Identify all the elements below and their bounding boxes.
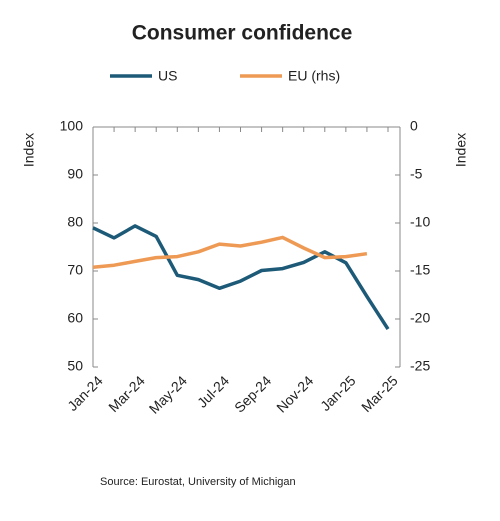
y2-tick-label: -10	[410, 214, 430, 230]
y2-tick-label: -5	[410, 166, 423, 182]
series-line	[92, 235, 368, 269]
y2-tick-label: -15	[410, 262, 430, 278]
series-line	[92, 224, 390, 331]
source-note: Source: Eurostat, University of Michigan	[100, 476, 296, 488]
x-tick-label: Jan-24	[64, 372, 106, 414]
x-tick-label: Jul-24	[194, 372, 232, 410]
y-tick-label: 60	[67, 310, 83, 326]
x-tick-label: May-24	[146, 372, 190, 416]
y-tick-label: 70	[67, 262, 83, 278]
y2-tick-label: -20	[410, 310, 430, 326]
legend-label: US	[158, 68, 177, 84]
y-axis-label: Index	[21, 133, 37, 167]
x-tick-label: Jan-25	[317, 372, 359, 414]
legend-label: EU (rhs)	[288, 68, 340, 84]
y-tick-label: 50	[67, 358, 83, 374]
chart-title: Consumer confidence	[132, 22, 353, 45]
y-tick-label: 80	[67, 214, 83, 230]
y-tick-label: 100	[60, 118, 84, 134]
y2-tick-label: -25	[410, 358, 430, 374]
x-tick-label: Nov-24	[273, 372, 316, 415]
x-tick-label: Mar-24	[105, 372, 148, 415]
y2-axis-label: Index	[453, 133, 469, 167]
x-tick-label: Mar-25	[358, 372, 401, 415]
y-tick-label: 90	[67, 166, 83, 182]
y2-tick-label: 0	[410, 118, 418, 134]
x-tick-label: Sep-24	[231, 372, 274, 415]
